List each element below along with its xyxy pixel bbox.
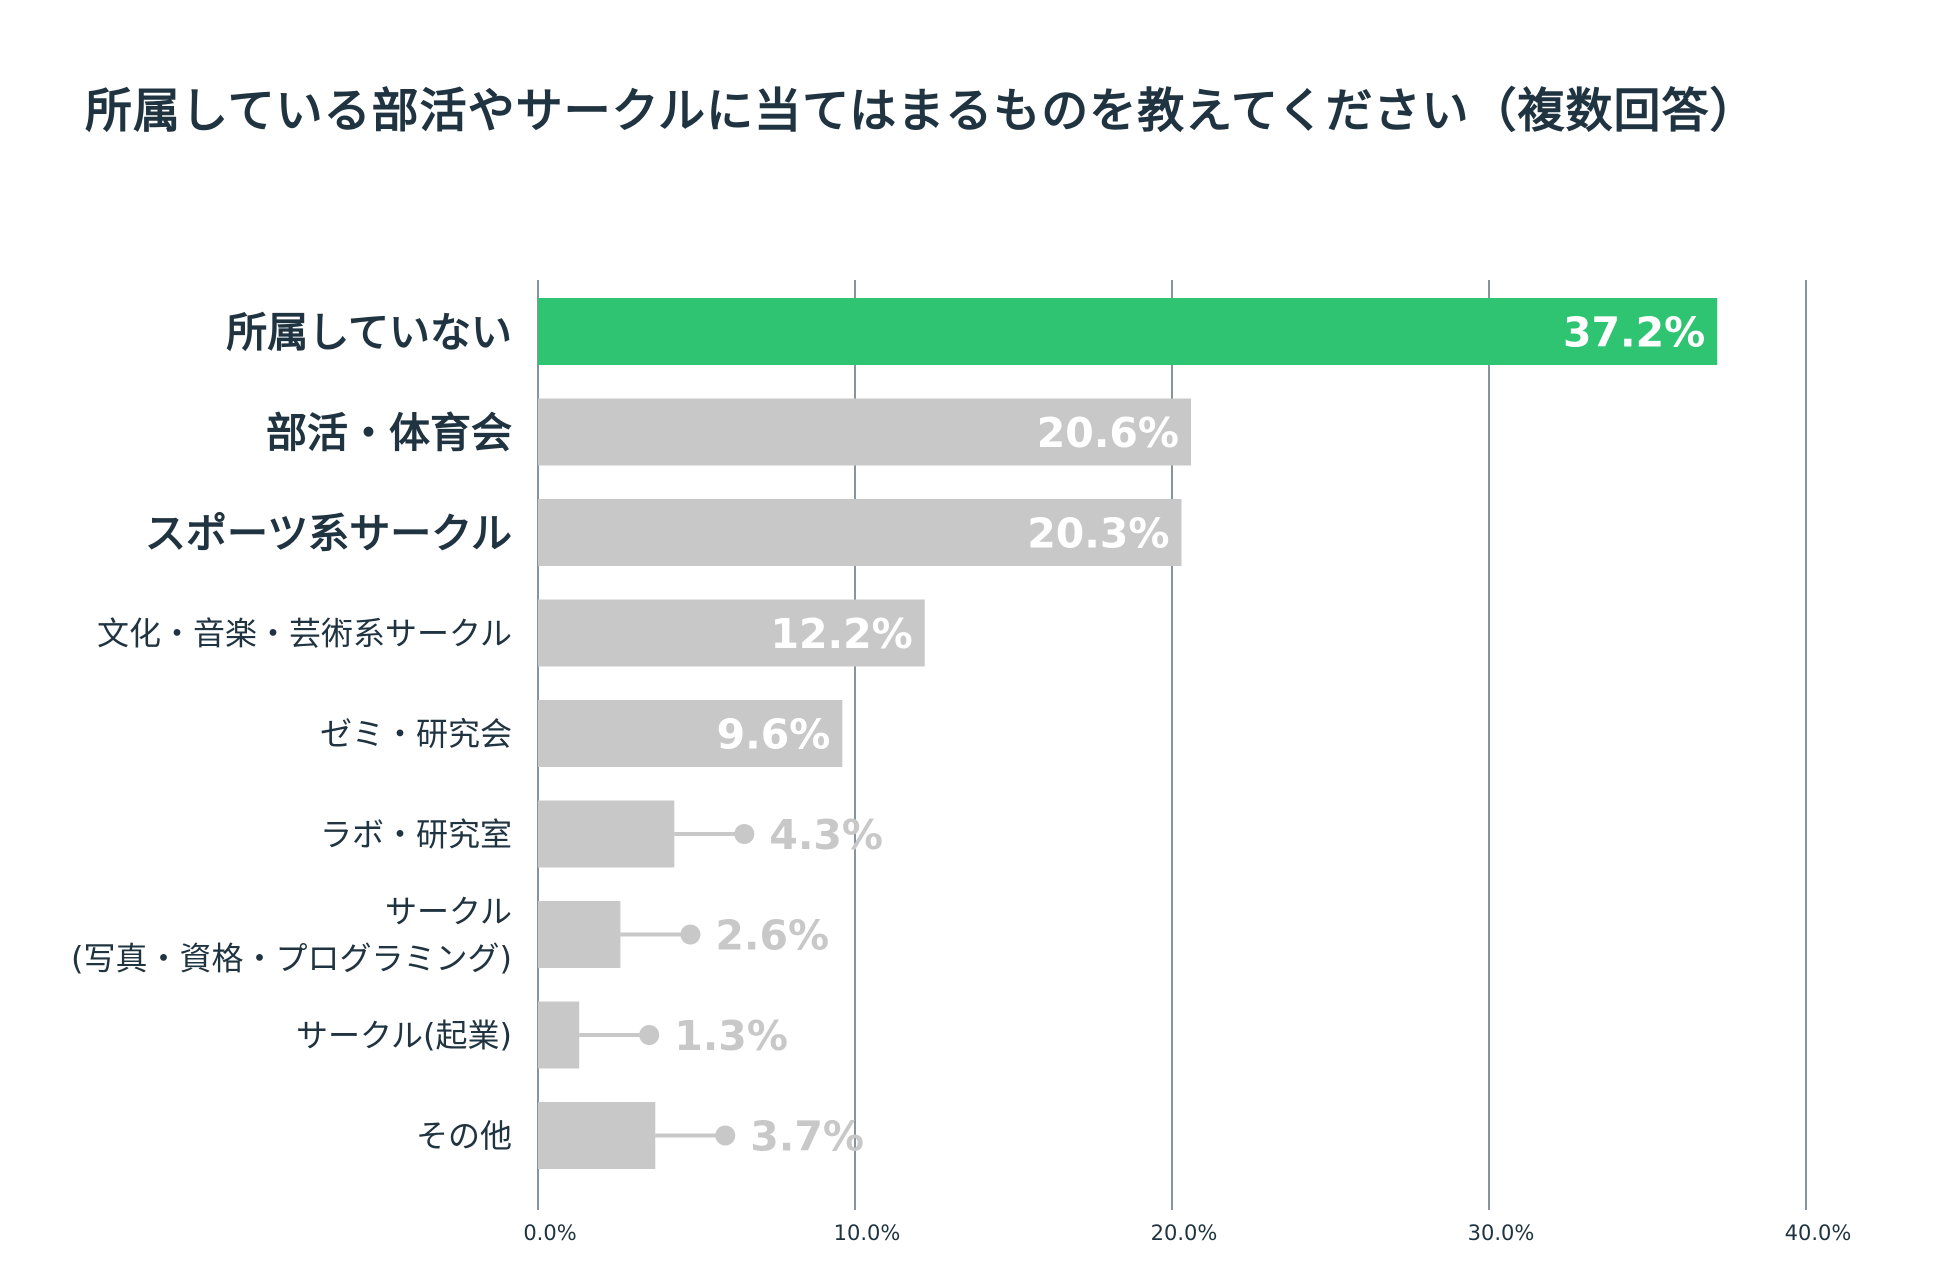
value-label: 4.3% bbox=[769, 811, 883, 859]
category-label: ゼミ・研究会 bbox=[320, 715, 512, 753]
category-label: サークル(起業) bbox=[296, 1017, 512, 1055]
bar bbox=[538, 499, 1182, 566]
category-label: 文化・音楽・芸術系サークル bbox=[97, 615, 512, 653]
leader-dot bbox=[680, 924, 701, 945]
value-label: 2.6% bbox=[715, 912, 829, 960]
leader-dot bbox=[715, 1125, 736, 1146]
category-label: サークル(写真・資格・プログラミング) bbox=[71, 893, 512, 978]
category-label: 所属していない bbox=[226, 308, 512, 356]
bar bbox=[538, 901, 621, 968]
x-tick-label: 10.0% bbox=[834, 1221, 901, 1245]
x-tick-label: 40.0% bbox=[1785, 1221, 1852, 1245]
value-label: 20.3% bbox=[1027, 510, 1169, 558]
bar bbox=[538, 298, 1718, 365]
x-tick-label: 20.0% bbox=[1151, 1221, 1218, 1245]
value-label: 3.7% bbox=[750, 1113, 864, 1161]
bar bbox=[538, 800, 675, 868]
bar bbox=[538, 1001, 580, 1069]
category-label: その他 bbox=[416, 1117, 512, 1155]
chart-title: 所属している部活やサークルに当てはまるものを教えてください（複数回答） bbox=[85, 84, 1758, 139]
value-label: 1.3% bbox=[674, 1012, 788, 1060]
value-label: 37.2% bbox=[1563, 309, 1705, 357]
category-label: 部活・体育会 bbox=[266, 409, 512, 457]
bar bbox=[538, 700, 843, 767]
value-label: 12.2% bbox=[770, 610, 912, 658]
value-label: 20.6% bbox=[1037, 409, 1179, 457]
leader-dot bbox=[639, 1025, 660, 1045]
bar bbox=[538, 398, 1192, 466]
bar bbox=[538, 1102, 656, 1169]
value-label: 9.6% bbox=[717, 711, 831, 759]
x-tick-label: 30.0% bbox=[1468, 1221, 1535, 1245]
x-tick-label: 0.0% bbox=[523, 1221, 576, 1245]
category-label: ラボ・研究室 bbox=[320, 816, 512, 854]
bar bbox=[538, 599, 925, 667]
leader-dot bbox=[734, 824, 755, 844]
category-label: スポーツ系サークル bbox=[145, 509, 512, 557]
